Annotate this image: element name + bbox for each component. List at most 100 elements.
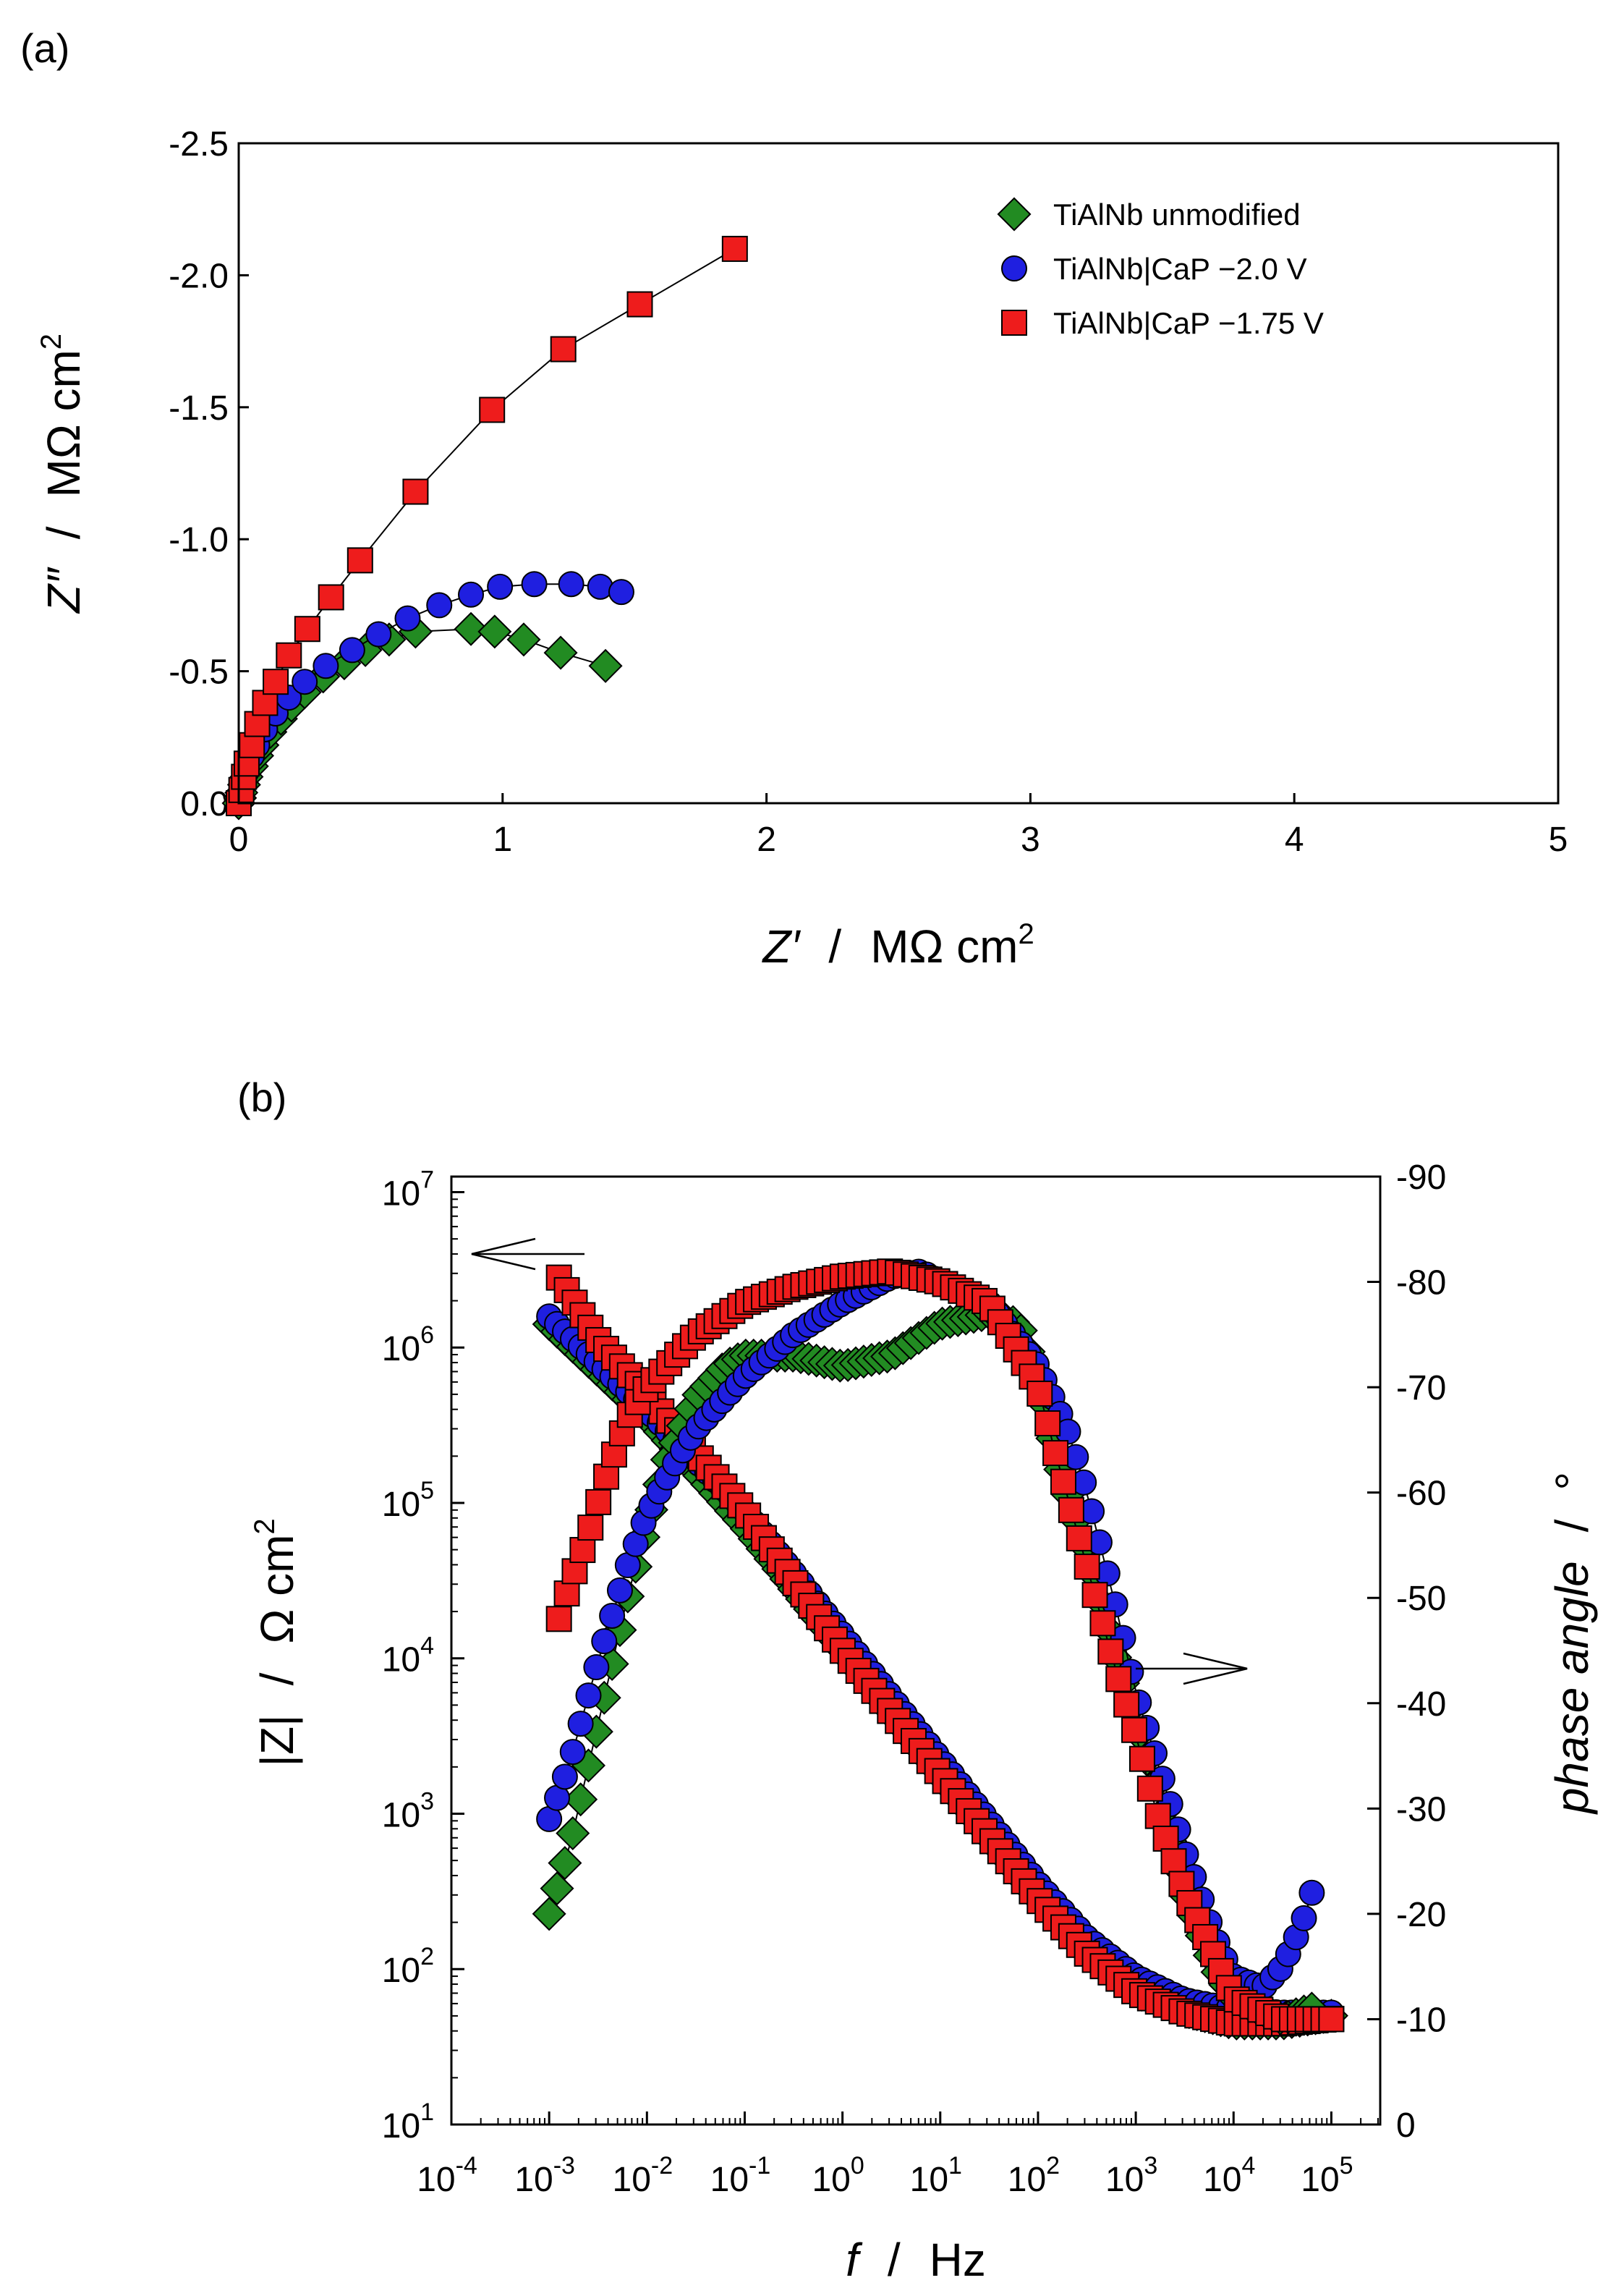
- phase-axis-arrow: [1136, 1652, 1248, 1685]
- data-point: [454, 611, 488, 646]
- panel-b-x-tick-label: 102: [1008, 2152, 1060, 2199]
- panel-b-x-tick-label: 103: [1105, 2152, 1157, 2199]
- phase-series-line: [558, 1271, 1332, 2020]
- phase-data-point: [532, 1897, 566, 1931]
- phase-data-point: [575, 1682, 602, 1709]
- panel-a-y-title-symbol: Z″: [38, 567, 90, 614]
- legend-item-tialnb-cap-1-75-v: TiAlNb|CaP −1.75 V: [1001, 306, 1324, 340]
- panel-b-left-y-title-unit: Ω cm: [251, 1535, 303, 1644]
- legend-label: TiAlNb unmodified: [1053, 198, 1301, 232]
- phase-data-point: [569, 1537, 596, 1564]
- panel-b-x-tick-label: 104: [1203, 2152, 1255, 2199]
- panel-b-right-tick-label: -40: [1396, 1685, 1446, 1724]
- panel-b-right-tick-label: -10: [1396, 2001, 1446, 2039]
- panel-b-left-tick-label: 107: [382, 1166, 434, 1213]
- data-point: [365, 621, 392, 648]
- panel-b-x-title-symbol: f: [846, 2234, 863, 2286]
- panel-a-x-tick-label: 3: [1021, 821, 1040, 859]
- panel-b-left-tick-label: 101: [382, 2098, 434, 2145]
- panel-a-x-title-symbol: Z′: [761, 920, 801, 973]
- phase-data-point: [545, 1606, 572, 1632]
- data-point: [721, 235, 748, 262]
- panel-b-ticks: 10-4 10-3 10-2 10-1 100 101 102 103 104 105 101 102…: [382, 1158, 1447, 2199]
- data-point: [263, 669, 289, 695]
- panel-a-x-title-separator: /: [828, 920, 841, 973]
- phase-data-point: [1160, 1848, 1187, 1875]
- phase-data-point: [1152, 1825, 1179, 1852]
- legend-marker: [1001, 255, 1027, 281]
- panel-b-left-y-title-symbol: |Z|: [251, 1714, 303, 1766]
- phase-data-point: [551, 1763, 578, 1790]
- panel-a-y-axis-title: Z″ / MΩ cm2: [35, 334, 90, 614]
- panel-b-right-tick-label: -30: [1396, 1790, 1446, 1829]
- panel-a-x-tick-label: 1: [493, 821, 512, 859]
- data-point: [318, 584, 344, 611]
- phase-data-point: [1113, 1691, 1140, 1718]
- phase-data-point: [1089, 1610, 1116, 1637]
- panel-a-ticks: 0 1 2 3 4 5 0.0 -0.5 -1.0 -1.5 -2.0 -2.5: [169, 125, 1568, 859]
- phase-data-point: [548, 1846, 582, 1881]
- panel-b-x-title-unit: Hz: [930, 2234, 986, 2286]
- phase-data-point: [1128, 1745, 1155, 1772]
- panel-a-x-tick-label: 5: [1549, 821, 1568, 859]
- panel-a-x-axis-title: Z′ / MΩ cm2: [761, 918, 1034, 973]
- legend-marker: [997, 197, 1032, 232]
- panel-b-right-tick-label: -90: [1396, 1158, 1446, 1197]
- panel-b-left-tick-label: 103: [382, 1787, 434, 1834]
- phase-data-point: [559, 1739, 586, 1766]
- phase-data-point: [553, 1580, 580, 1607]
- data-point: [477, 614, 512, 649]
- panel-b-left-y-title-superscript: 2: [249, 1518, 281, 1534]
- panel-a-y-tick-label: -2.5: [169, 125, 229, 164]
- panel-a-y-tick-label: -1.5: [169, 389, 229, 428]
- phase-data-point: [606, 1577, 633, 1604]
- panel-b-x-tick-label: 10-2: [613, 2152, 673, 2199]
- phase-data-point: [1121, 1716, 1148, 1743]
- panel-b-right-tick-label: -70: [1396, 1369, 1446, 1407]
- modulus-axis-arrow: [471, 1237, 584, 1271]
- phase-data-point: [591, 1628, 618, 1655]
- phase-data-point: [577, 1515, 604, 1541]
- data-point: [292, 669, 318, 695]
- panel-b-x-axis-title: f / Hz: [846, 2234, 986, 2286]
- phase-data-point: [585, 1488, 612, 1515]
- phase-data-point: [1144, 1803, 1171, 1829]
- phase-data-point: [556, 1816, 590, 1851]
- phase-data-point: [1291, 1905, 1317, 1931]
- panel-b-x-tick-label: 10-1: [710, 2152, 771, 2199]
- panel-a-y-title-superscript: 2: [35, 334, 67, 350]
- data-point: [426, 592, 453, 619]
- panel-b-left-tick-label: 106: [382, 1321, 434, 1368]
- phase-data-point: [1042, 1440, 1069, 1467]
- panel-b-x-tick-label: 100: [812, 2152, 864, 2199]
- phase-data-point: [1298, 1879, 1325, 1906]
- data-point: [339, 637, 365, 664]
- panel-b-x-tick-label: 105: [1301, 2152, 1353, 2199]
- panel-a-x-tick-label: 4: [1285, 821, 1304, 859]
- panel-b-right-y-title-separator: /: [1546, 1519, 1598, 1532]
- panel-b-right-tick-label: -20: [1396, 1896, 1446, 1934]
- phase-data-point: [599, 1602, 626, 1629]
- phase-data-point: [593, 1463, 620, 1490]
- panel-b-right-tick-label: -60: [1396, 1475, 1446, 1513]
- phase-data-point: [567, 1711, 594, 1737]
- panel-b-x-title-separator: /: [888, 2234, 901, 2286]
- legend-label: TiAlNb|CaP −1.75 V: [1053, 306, 1324, 340]
- panel-a-x-title-superscript: 2: [1018, 918, 1034, 950]
- panel-b-left-y-title-separator: /: [251, 1672, 303, 1685]
- data-point: [608, 579, 634, 606]
- phase-data-point: [583, 1654, 610, 1681]
- panel-a-y-title-unit: MΩ cm: [38, 350, 90, 497]
- legend-marker: [1001, 310, 1027, 336]
- panel-b-right-tick-label: -80: [1396, 1264, 1446, 1302]
- phase-data-point: [1097, 1638, 1124, 1665]
- panel-b-series: [532, 1258, 1348, 2041]
- data-point: [626, 291, 653, 318]
- panel-b-left-tick-label: 102: [382, 1943, 434, 1990]
- panel-b-label: (b): [237, 1075, 286, 1120]
- panel-b-right-y-title-unit: °: [1546, 1472, 1598, 1491]
- phase-data-point: [1105, 1666, 1132, 1693]
- legend-item-tialnb-cap-2-0-v: TiAlNb|CaP −2.0 V: [1001, 252, 1307, 286]
- panel-b-x-tick-label: 101: [910, 2152, 962, 2199]
